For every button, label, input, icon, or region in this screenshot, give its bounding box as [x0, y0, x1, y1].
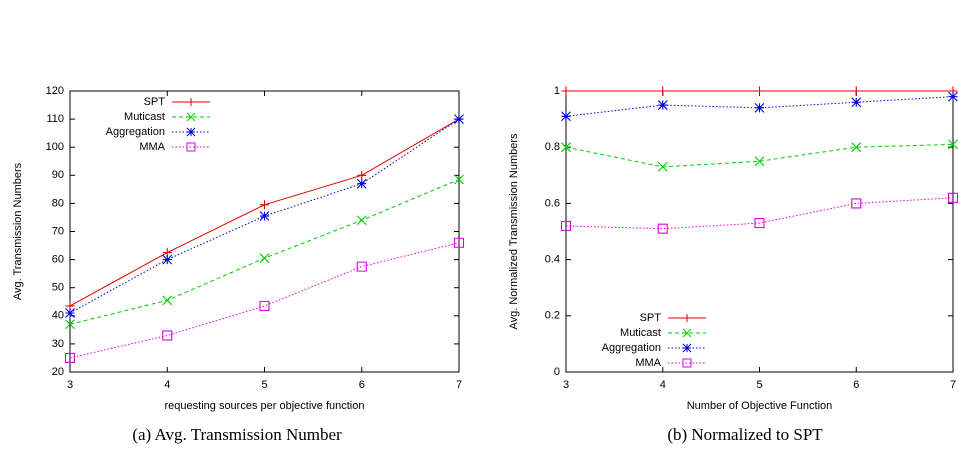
y-tick-label: 70 [52, 225, 64, 237]
caption: (b) Normalized to SPT [667, 425, 823, 444]
x-tick-label: 6 [853, 379, 859, 391]
y-tick-label: 0.2 [545, 310, 560, 322]
x-axis-label: Number of Objective Function [687, 400, 833, 412]
x-tick-label: 6 [359, 379, 365, 391]
legend-label: MMA [635, 357, 661, 369]
legend-label: Muticast [124, 111, 165, 123]
y-tick-label: 120 [46, 85, 64, 97]
marker [755, 103, 764, 112]
x-tick-label: 3 [67, 379, 73, 391]
x-tick-label: 7 [950, 379, 956, 391]
marker [658, 101, 667, 110]
y-tick-label: 110 [46, 113, 64, 125]
y-tick-label: 80 [52, 197, 64, 209]
legend-label: SPT [144, 96, 166, 108]
y-tick-label: 20 [52, 366, 64, 378]
legend-label: SPT [640, 312, 662, 324]
y-tick-label: 50 [52, 282, 64, 294]
y-axis-label: Avg. Normalized Transmission Numbers [508, 133, 520, 330]
marker [357, 179, 366, 188]
y-axis-label: Avg. Transmission Numbers [12, 162, 24, 300]
y-tick-label: 0.8 [545, 141, 560, 153]
x-axis-label: requesting sources per objective functio… [165, 400, 365, 412]
y-tick-label: 0.6 [545, 197, 560, 209]
y-tick-label: 40 [52, 310, 64, 322]
y-tick-label: 90 [52, 169, 64, 181]
caption: (a) Avg. Transmission Number [132, 425, 342, 444]
y-tick-label: 0.4 [545, 254, 560, 266]
x-tick-label: 5 [261, 379, 267, 391]
marker [163, 255, 172, 264]
legend-label: Aggregation [106, 126, 165, 138]
marker [562, 112, 571, 121]
x-tick-label: 7 [456, 379, 462, 391]
figure: 203040506070809010011012034567requesting… [0, 0, 958, 462]
y-tick-label: 60 [52, 254, 64, 266]
marker [852, 98, 861, 107]
x-tick-label: 4 [660, 379, 666, 391]
legend-marker [683, 344, 691, 352]
x-tick-label: 5 [756, 379, 762, 391]
legend-label: MMA [139, 141, 165, 153]
marker [260, 212, 269, 221]
marker [455, 115, 464, 124]
marker [949, 92, 958, 101]
legend-marker [187, 128, 195, 136]
marker [66, 308, 75, 317]
background [0, 0, 958, 462]
legend-label: Aggregation [602, 342, 661, 354]
y-tick-label: 100 [46, 141, 64, 153]
legend-label: Muticast [620, 327, 661, 339]
y-tick-label: 1 [554, 85, 560, 97]
y-tick-label: 0 [554, 366, 560, 378]
x-tick-label: 4 [164, 379, 170, 391]
x-tick-label: 3 [563, 379, 569, 391]
y-tick-label: 30 [52, 338, 64, 350]
